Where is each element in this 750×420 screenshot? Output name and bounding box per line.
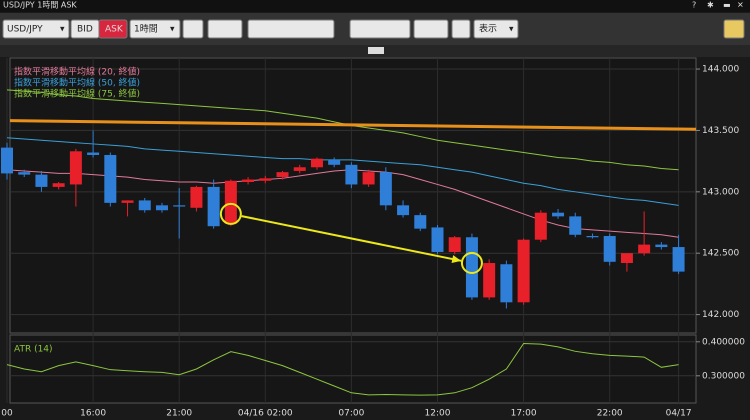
help-icon[interactable]: ? [692,1,696,10]
candle-body [500,264,513,303]
candle-body [638,244,651,254]
candle-body [242,179,255,182]
collapse-button[interactable] [368,47,384,54]
title-bar [0,0,750,12]
display-button[interactable] [473,19,519,39]
display-text: 表示 [479,23,497,35]
candle-body [328,159,341,165]
x-tick-label: 00 [1,409,13,419]
candle-body [465,237,478,298]
x-tick-label: 07:00 [338,409,364,419]
candle-body [431,227,444,252]
y-tick-label: 142.500 [702,249,739,259]
price-plot [9,57,697,334]
candle-body [52,183,65,187]
candle-body [655,244,668,248]
y-tick-label: 0.300000 [702,371,745,381]
highlight-circle [219,202,242,225]
symbol-text: USD/JPY [7,25,43,35]
close-icon[interactable]: ✕ [737,1,744,10]
legend-entry: 指数平滑移動平均線 (75, 終値) [14,88,140,100]
x-tick-label: 22:00 [597,409,623,419]
window-title: USD/JPY 1時間 ASK [3,1,77,10]
x-tick-label: 16:00 [80,409,106,419]
candle-body [69,151,82,185]
y-tick-label: 144.000 [702,65,739,75]
candle-body [310,158,323,168]
candle-body [517,239,530,303]
symbol-select[interactable] [2,19,70,39]
moving-average [6,169,679,238]
candle-body [586,236,599,238]
candle-body [121,200,134,203]
legend-entry: 指数平滑移動平均線 (50, 終値) [14,77,140,89]
dropdown-arrow: ▾ [170,25,175,35]
x-tick-label: 17:00 [511,409,537,419]
x-tick-label: 04/17 [666,409,692,419]
settings-icon[interactable]: ✱ [707,1,714,10]
candle-body [603,236,616,262]
candle-body [483,263,496,298]
candle-body [35,174,48,187]
moving-average [6,137,679,206]
candle-body [207,186,220,227]
capture-button[interactable] [451,19,471,39]
zoom-buttons[interactable] [247,19,335,39]
candle-body [345,164,358,185]
indicator-line [6,342,679,396]
candle-body [173,205,186,207]
drawing-buttons[interactable] [349,19,411,39]
candle-body [448,237,461,252]
x-tick-label: 12:00 [425,409,451,419]
arrow-head [451,255,462,263]
candle-body [104,154,117,203]
candle-body [379,172,392,206]
highlight-circle [460,252,483,275]
x-tick-label: 21:00 [166,409,192,419]
candle-body [138,200,151,211]
y-tick-label: 143.000 [702,187,739,197]
chart-type-button[interactable] [207,19,243,39]
x-tick-label: 04/16 02:00 [238,409,293,419]
candle-body [224,180,237,224]
dropdown-arrow: ▾ [60,25,65,35]
bid-text: BID [77,25,93,35]
candle-body [18,172,31,175]
interval-text: 1時間 [134,24,158,35]
legend-entry: 指数平滑移動平均線 (20, 終値) [14,66,140,78]
candle-body [620,253,633,264]
window-button[interactable] [182,19,204,39]
candle-body [259,178,272,181]
candle-body [534,212,547,240]
y-tick-label: 143.500 [702,126,739,136]
candle-body [1,147,13,174]
atr-plot [9,334,697,404]
candle-body [362,172,375,185]
candle-body [155,205,168,211]
dropdown-arrow: ▾ [509,25,514,35]
arrow-line [241,215,462,262]
ask-text: ASK [105,25,124,35]
candle-body [293,167,306,171]
candle-body [569,216,582,235]
candle-body [397,205,410,216]
chart-layer: 142.000 142.500 143.000 143.500 144.000 00 16:… [1,58,745,419]
y-tick-label: 0.400000 [702,337,745,347]
ask-button[interactable] [98,19,128,39]
candle-body [276,172,289,178]
candle-body [190,186,203,208]
minimize-icon[interactable]: ▬ [723,1,731,10]
interval-select[interactable] [129,19,181,39]
indicator-title: ATR (14) [14,345,53,355]
candle-body [414,215,427,229]
layout-button[interactable] [723,19,745,39]
y-tick-label: 142.000 [702,310,739,320]
candle-body [87,152,100,155]
candle-body [552,212,565,217]
pen-button[interactable] [413,19,449,39]
trend-line [9,119,697,131]
candle-body [672,247,685,272]
